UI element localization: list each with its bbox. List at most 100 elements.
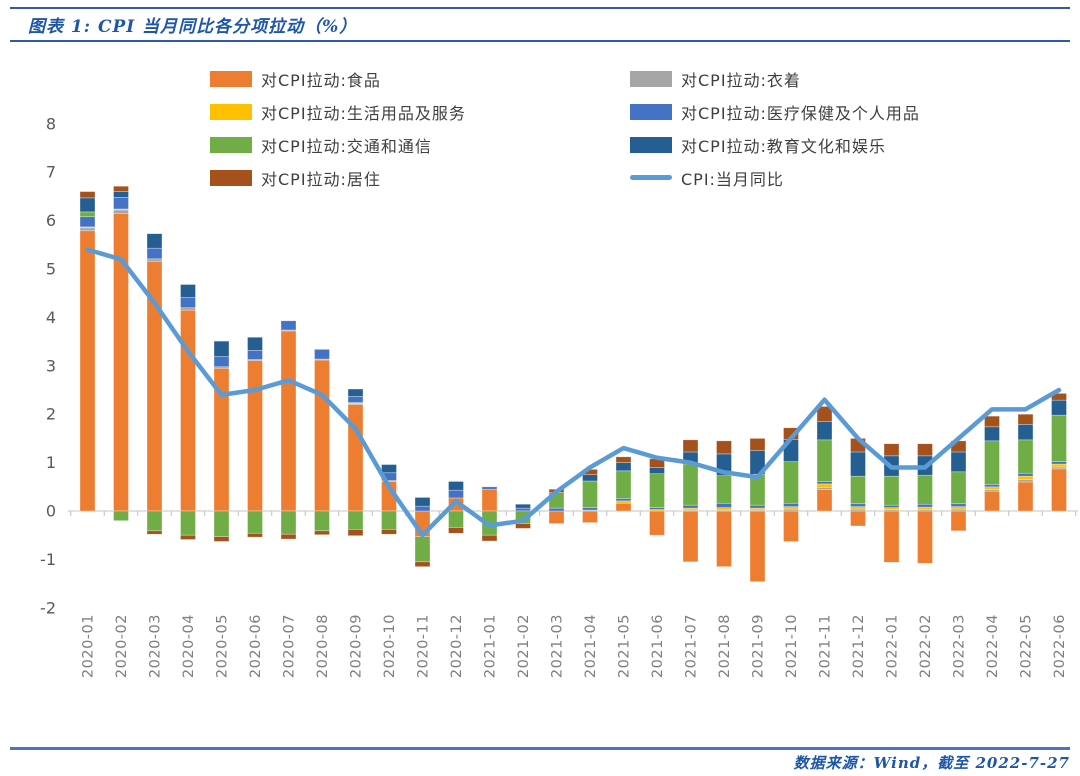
x-axis-label: 2021-05 bbox=[617, 614, 633, 678]
x-axis-label: 2020-12 bbox=[449, 614, 465, 678]
bar-segment bbox=[950, 510, 967, 532]
x-axis-label: 2020-04 bbox=[181, 614, 197, 678]
bar-segment bbox=[649, 473, 665, 508]
legend-swatch-daily-goods bbox=[210, 103, 252, 120]
bar-segment bbox=[414, 505, 431, 512]
bar-segment bbox=[1017, 413, 1034, 425]
legend-label-healthcare: 对CPI拉动:医疗保健及个人用品 bbox=[681, 103, 920, 123]
bar-segment bbox=[1051, 468, 1067, 512]
bar-segment bbox=[1017, 481, 1034, 512]
bar-segment bbox=[1017, 472, 1034, 477]
x-axis-label: 2020-11 bbox=[416, 614, 432, 678]
bar-segment bbox=[448, 510, 464, 528]
bar-segment bbox=[950, 503, 967, 507]
bar-segment bbox=[213, 356, 230, 368]
bar-segment bbox=[783, 506, 799, 510]
bar-segment bbox=[850, 475, 866, 505]
legend-label-clothing: 对CPI拉动:衣着 bbox=[681, 70, 801, 90]
bar-segment bbox=[314, 530, 330, 536]
bar-segment bbox=[615, 502, 632, 512]
bar-segment bbox=[515, 503, 531, 509]
x-axis-label: 2021-10 bbox=[784, 614, 800, 678]
x-axis-label: 2020-09 bbox=[349, 614, 365, 678]
bar-segment bbox=[314, 510, 330, 532]
bar-segment bbox=[816, 486, 833, 491]
y-axis-label: 3 bbox=[46, 356, 56, 375]
bar-segment bbox=[917, 474, 933, 505]
legend-swatch-cpi-line bbox=[630, 175, 672, 180]
x-axis-label: 2021-09 bbox=[751, 614, 767, 678]
legend-label-housing: 对CPI拉动:居住 bbox=[261, 169, 381, 189]
legend-label-transport: 对CPI拉动:交通和通信 bbox=[261, 136, 432, 156]
bar-segment bbox=[783, 502, 799, 507]
bar-segment bbox=[1051, 414, 1067, 462]
bar-segment bbox=[615, 456, 632, 463]
bar-segment bbox=[649, 510, 665, 536]
bar-segment bbox=[1051, 463, 1067, 468]
bar-segment bbox=[749, 510, 766, 582]
x-axis-label: 2020-07 bbox=[282, 614, 298, 678]
legend-label-food: 对CPI拉动:食品 bbox=[261, 70, 381, 90]
bar-segment bbox=[180, 534, 196, 540]
bar-segment bbox=[113, 510, 129, 521]
y-axis-label: -2 bbox=[40, 598, 56, 617]
bar-segment bbox=[1017, 475, 1034, 480]
bar-segment bbox=[314, 349, 330, 360]
bar-segment bbox=[850, 510, 866, 527]
legend-swatch-housing bbox=[210, 169, 252, 186]
legend-item-daily-goods: 对CPI拉动:生活用品及服务 bbox=[210, 95, 466, 128]
title-underline-rule bbox=[10, 40, 1070, 42]
bar-segment bbox=[984, 415, 1000, 428]
bar-segment bbox=[113, 209, 129, 214]
bar-segment bbox=[481, 488, 498, 512]
bar-segment bbox=[783, 461, 799, 504]
legend-item-healthcare: 对CPI拉动:医疗保健及个人用品 bbox=[630, 95, 920, 128]
bar-segment bbox=[749, 438, 766, 451]
x-axis-label: 2020-03 bbox=[148, 614, 164, 678]
y-axis-label: 2 bbox=[46, 405, 56, 424]
bar-segment bbox=[582, 510, 598, 523]
bar-segment bbox=[883, 504, 900, 508]
bar-segment bbox=[816, 489, 833, 512]
x-axis-label: 2021-01 bbox=[483, 614, 499, 678]
bar-segment bbox=[917, 510, 933, 564]
bar-segment bbox=[850, 506, 866, 510]
legend-swatch-food bbox=[210, 70, 252, 87]
bar-segment bbox=[247, 532, 263, 538]
bar-segment bbox=[615, 500, 632, 504]
x-axis-label: 2021-06 bbox=[650, 614, 666, 678]
cpi-line bbox=[85, 247, 1062, 538]
x-axis-label: 2020-10 bbox=[382, 614, 398, 678]
bar-segment bbox=[716, 510, 732, 567]
legend-item-education: 对CPI拉动:教育文化和娱乐 bbox=[630, 128, 920, 161]
bar-segment bbox=[682, 510, 699, 563]
bar-segment bbox=[280, 320, 297, 331]
y-axis-label: 5 bbox=[46, 260, 56, 279]
bar-segment bbox=[213, 340, 230, 357]
bar-segment bbox=[582, 507, 598, 511]
bar-segment bbox=[146, 530, 163, 535]
bar-segment bbox=[347, 388, 364, 397]
bar-segment bbox=[816, 483, 833, 488]
x-axis-label: 2022-05 bbox=[1019, 614, 1035, 678]
bar-segment bbox=[984, 486, 1000, 491]
bar-segment bbox=[213, 510, 230, 537]
legend-label-education: 对CPI拉动:教育文化和娱乐 bbox=[681, 136, 886, 156]
bar-segment bbox=[615, 462, 632, 472]
bar-segment bbox=[280, 330, 297, 512]
y-axis-label: 6 bbox=[46, 211, 56, 230]
bar-segment bbox=[816, 421, 833, 441]
bar-segment bbox=[816, 481, 833, 485]
x-axis-label: 2020-01 bbox=[81, 614, 97, 678]
bar-segment bbox=[548, 510, 565, 524]
bar-segment bbox=[850, 503, 866, 507]
x-axis-label: 2021-03 bbox=[550, 614, 566, 678]
x-axis-label: 2021-12 bbox=[851, 614, 867, 678]
x-axis-label: 2020-02 bbox=[114, 614, 130, 678]
bar-segment bbox=[247, 336, 263, 351]
bar-segment bbox=[783, 510, 799, 542]
bar-segment bbox=[79, 191, 96, 199]
bar-segment bbox=[347, 529, 364, 536]
